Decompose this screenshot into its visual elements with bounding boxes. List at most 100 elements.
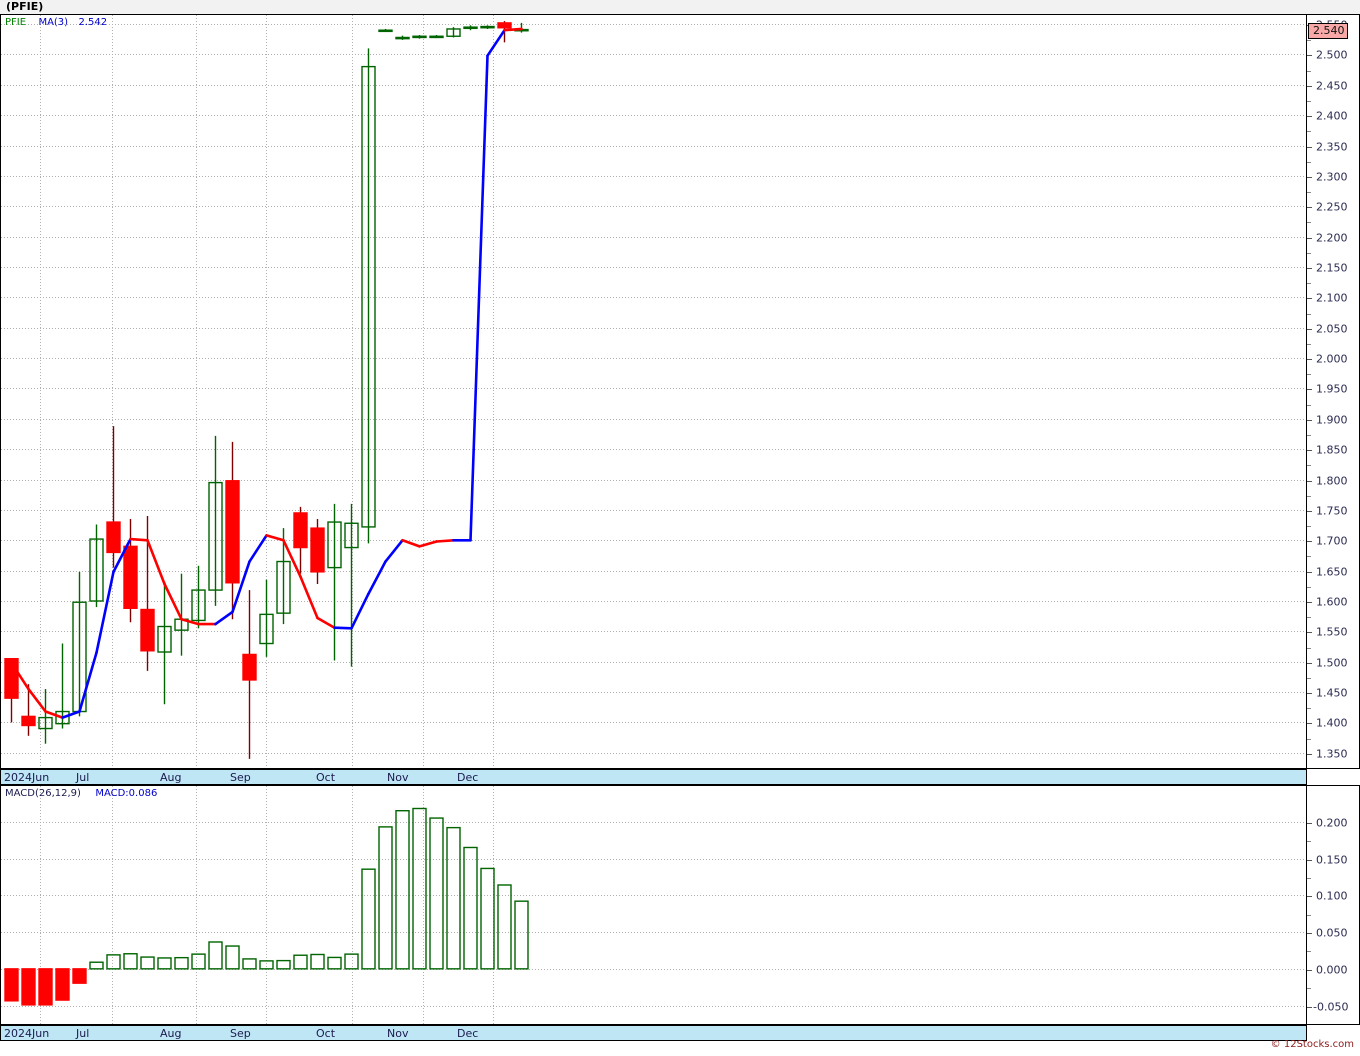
- price-axis-label: 1.950: [1316, 382, 1348, 396]
- price-axis-minor-tick: [1307, 192, 1311, 194]
- macd-legend: MACD(26,12,9) MACD:0.086: [5, 788, 157, 799]
- macd-legend-value: MACD:0.086: [95, 788, 158, 799]
- macd-axis-tick: [1307, 1006, 1312, 1008]
- price-axis-tick: [1307, 146, 1312, 148]
- price-axis-minor-tick: [1307, 161, 1311, 163]
- date-tick-label: Aug: [160, 1027, 182, 1040]
- macd-axis-tick: [1307, 933, 1312, 935]
- price-axis-label: 2.300: [1316, 170, 1348, 184]
- price-axis-tick: [1307, 510, 1312, 512]
- price-axis-label: 1.700: [1316, 534, 1348, 548]
- price-axis-minor-tick: [1307, 495, 1311, 497]
- price-axis-tick: [1307, 328, 1312, 330]
- price-axis-label: 1.450: [1316, 686, 1348, 700]
- copyright-notice: © 12Stocks.com: [1270, 1039, 1354, 1050]
- price-axis-label: 2.050: [1316, 322, 1348, 336]
- macd-axis-minor-tick: [1307, 877, 1311, 879]
- price-axis-label: 2.350: [1316, 140, 1348, 154]
- price-axis-minor-tick: [1307, 70, 1311, 72]
- date-tick-label: Sep: [230, 1027, 251, 1040]
- price-axis-label: 1.400: [1316, 716, 1348, 730]
- date-tick-label: Oct: [316, 1027, 336, 1040]
- price-axis-tick: [1307, 359, 1312, 361]
- macd-axis-tick: [1307, 822, 1312, 824]
- macd-axis-minor-tick: [1307, 988, 1311, 990]
- price-axis-minor-tick: [1307, 343, 1311, 345]
- price-axis-tick: [1307, 85, 1312, 87]
- price-axis-tick: [1307, 723, 1312, 725]
- price-axis-minor-tick: [1307, 435, 1311, 436]
- date-axis-price[interactable]: 2024Jun Jul Aug Sep Oct Nov Dec: [0, 769, 1307, 785]
- price-axis[interactable]: 2.5502.5002.4502.4002.3502.3002.2502.200…: [1307, 14, 1360, 769]
- date-axis-macd[interactable]: 2024Jun Jul Aug Sep Oct Nov Dec: [0, 1025, 1307, 1041]
- price-axis-tick: [1307, 389, 1312, 391]
- price-axis-tick: [1307, 237, 1312, 239]
- macd-axis-label: 0.150: [1316, 853, 1348, 867]
- price-axis-label: 2.400: [1316, 109, 1348, 123]
- macd-axis-label: 0.200: [1316, 816, 1348, 830]
- macd-axis-minor-tick: [1307, 951, 1311, 953]
- price-axis-minor-tick: [1307, 131, 1311, 133]
- price-axis-label: 1.500: [1316, 656, 1348, 670]
- price-axis-tick: [1307, 419, 1312, 421]
- price-axis-tick: [1307, 480, 1312, 482]
- price-axis-minor-tick: [1307, 283, 1311, 285]
- macd-histogram-plot: [1, 786, 1306, 1024]
- macd-axis-label: -0.050: [1313, 1000, 1349, 1014]
- price-axis-minor-tick: [1307, 313, 1311, 315]
- macd-legend-indicator: MACD(26,12,9): [5, 788, 81, 799]
- price-axis-tick: [1307, 753, 1312, 755]
- macd-chart-panel[interactable]: MACD(26,12,9) MACD:0.086: [0, 785, 1307, 1025]
- price-axis-minor-tick: [1307, 465, 1311, 467]
- macd-axis-label: 0.100: [1316, 889, 1348, 903]
- page-title: (PFIE): [6, 0, 44, 13]
- price-axis-minor-tick: [1307, 738, 1311, 740]
- price-axis-label: 2.500: [1316, 48, 1348, 62]
- price-axis-tick: [1307, 450, 1312, 452]
- date-tick-label: Aug: [160, 771, 182, 784]
- price-axis-tick: [1307, 268, 1312, 269]
- price-axis-label: 2.000: [1316, 352, 1348, 366]
- price-axis-tick: [1307, 298, 1312, 300]
- date-tick-label: Dec: [457, 771, 479, 784]
- price-axis-tick: [1307, 693, 1312, 695]
- price-axis-minor-tick: [1307, 222, 1311, 224]
- price-axis-label: 1.850: [1316, 443, 1348, 457]
- price-axis-tick: [1307, 541, 1312, 543]
- price-axis-tick: [1307, 632, 1312, 634]
- price-axis-label: 1.900: [1316, 413, 1348, 427]
- price-chart-panel[interactable]: PFIE MA(3) 2.542: [0, 14, 1307, 769]
- price-axis-label: 1.750: [1316, 504, 1348, 518]
- price-axis-tick: [1307, 662, 1312, 664]
- price-axis-minor-tick: [1307, 647, 1311, 649]
- price-axis-label: 1.600: [1316, 595, 1348, 609]
- macd-axis-minor-tick: [1307, 914, 1311, 916]
- macd-axis-tick: [1307, 969, 1312, 971]
- date-tick-label: Oct: [316, 771, 336, 784]
- date-tick-label: Nov: [387, 771, 409, 784]
- date-tick-label: Jul: [76, 1027, 90, 1040]
- legend-value: 2.542: [78, 17, 108, 28]
- macd-axis-label: 0.050: [1316, 926, 1348, 940]
- price-axis-minor-tick: [1307, 526, 1311, 528]
- price-axis-tick: [1307, 116, 1312, 118]
- price-axis-minor-tick: [1307, 101, 1311, 103]
- legend-symbol: PFIE: [5, 17, 27, 28]
- price-axis-minor-tick: [1307, 404, 1311, 406]
- price-axis-minor-tick: [1307, 586, 1311, 588]
- price-axis-minor-tick: [1307, 708, 1311, 710]
- price-axis-tick: [1307, 602, 1312, 603]
- macd-axis[interactable]: 0.200 0.150 0.100 0.050 0.000 -0.050: [1307, 785, 1360, 1025]
- price-axis-label: 2.450: [1316, 79, 1348, 93]
- macd-axis-minor-tick: [1307, 841, 1311, 843]
- macd-axis-tick: [1307, 859, 1312, 861]
- legend-indicator: MA(3): [38, 17, 69, 28]
- date-tick-label: Dec: [457, 1027, 479, 1040]
- title-bar: (PFIE): [0, 0, 1360, 15]
- date-tick-label: 2024Jun: [4, 1027, 50, 1040]
- price-axis-tick: [1307, 571, 1312, 573]
- price-axis-minor-tick: [1307, 617, 1311, 619]
- price-axis-minor-tick: [1307, 677, 1311, 679]
- date-tick-label: Nov: [387, 1027, 409, 1040]
